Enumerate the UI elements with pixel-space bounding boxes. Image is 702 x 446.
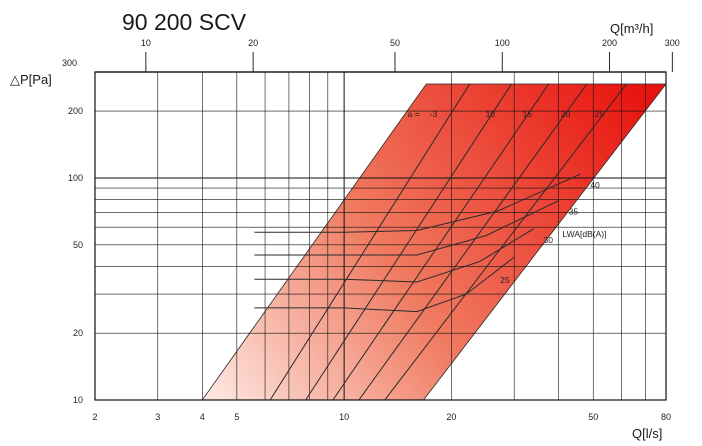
sound-level-curve xyxy=(254,256,515,313)
grid-layer xyxy=(94,52,673,401)
curves-layer xyxy=(254,83,627,400)
damper-line xyxy=(305,83,512,400)
sound-legend-label: LWA[dB(A)] xyxy=(563,229,607,239)
top-axis-tick-label: 300 xyxy=(665,38,680,48)
operating-area xyxy=(201,83,666,400)
y-axis-tick-label: 200 xyxy=(68,106,83,116)
x-axis-tick-label: 2 xyxy=(92,412,97,422)
y-axis-label: △P[Pa] xyxy=(10,72,52,87)
damper-label: -3 xyxy=(430,109,438,119)
top-axis-label: Q[m³/h] xyxy=(610,21,653,36)
damper-label-prefix: a = xyxy=(408,109,420,119)
damper-label: 25 xyxy=(595,109,605,119)
y-axis-tick-label: 20 xyxy=(73,328,83,338)
damper-line xyxy=(358,83,588,400)
top-axis-tick-label: 100 xyxy=(495,38,510,48)
x-axis-tick-label: 20 xyxy=(446,412,456,422)
labels-layer: 10 20 50 100 200 300 2 3 4 5 10 20 50 80 10 20 50 100 200 3… xyxy=(62,38,680,422)
top-axis-tick-label: 20 xyxy=(248,38,258,48)
x-axis-tick-label: 3 xyxy=(155,412,160,422)
operating-area-layer xyxy=(201,83,666,400)
damper-line xyxy=(269,83,471,400)
chart-title: 90 200 SCV xyxy=(122,9,247,35)
damper-label: 20 xyxy=(561,109,571,119)
sound-level-curve xyxy=(254,173,581,233)
y-axis-tick-label: 50 xyxy=(73,240,83,250)
top-axis-tick-label: 50 xyxy=(390,38,400,48)
x-axis-tick-label: 4 xyxy=(200,412,205,422)
sound-level-label: 25 xyxy=(500,275,510,285)
top-axis-tick-label: 10 xyxy=(141,38,151,48)
x-axis-tick-label: 80 xyxy=(661,412,671,422)
sound-level-label: 40 xyxy=(590,180,600,190)
damper-line xyxy=(384,83,627,400)
damper-label: 10 xyxy=(486,109,496,119)
damper-line xyxy=(332,83,550,400)
sound-level-curve xyxy=(254,200,559,256)
y-axis-tick-label: 10 xyxy=(73,395,83,405)
x-axis-tick-label: 50 xyxy=(588,412,598,422)
top-axis-tick-label: 200 xyxy=(602,38,617,48)
x-axis-label: Q[l/s] xyxy=(632,426,662,441)
sound-level-label: 35 xyxy=(569,207,579,217)
sound-level-label: 30 xyxy=(544,235,554,245)
x-axis-tick-label: 5 xyxy=(234,412,239,422)
x-axis-tick-label: 10 xyxy=(339,412,349,422)
sound-level-curve xyxy=(254,228,534,283)
y-axis-tick-label: 300 xyxy=(62,58,77,68)
y-axis-tick-label: 100 xyxy=(68,173,83,183)
damper-label: 15 xyxy=(523,109,533,119)
